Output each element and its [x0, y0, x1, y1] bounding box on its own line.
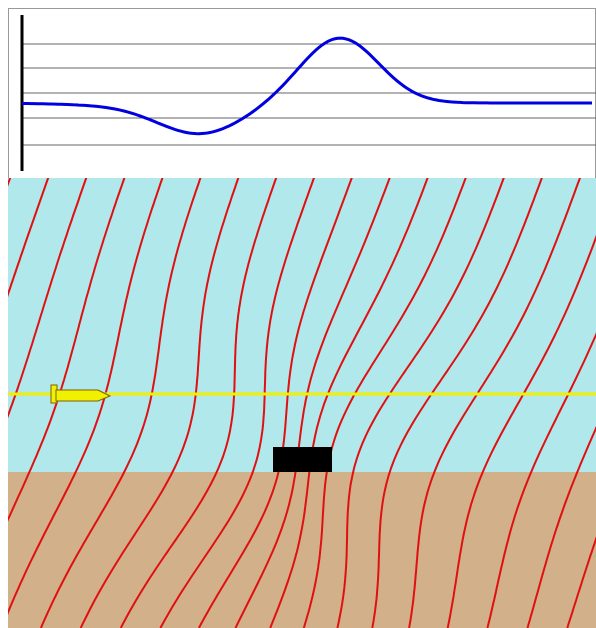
- field-line: [8, 178, 50, 298]
- field-line: [8, 178, 164, 615]
- field-line: [526, 425, 596, 628]
- signal-grid: [22, 43, 596, 146]
- field-line: [371, 178, 543, 628]
- field-line: [234, 178, 391, 628]
- field-line: [446, 234, 596, 628]
- field-line: [8, 178, 88, 419]
- field-line: [159, 178, 316, 628]
- field-line: [79, 178, 240, 628]
- field-line: [408, 178, 581, 628]
- field-line: [39, 178, 202, 628]
- seabed: [8, 472, 596, 628]
- field-line: [119, 178, 278, 628]
- field-line: [302, 178, 467, 628]
- field-line: [269, 178, 429, 628]
- field-line: [336, 178, 505, 628]
- field-line: [486, 332, 596, 628]
- field-line: [198, 178, 353, 628]
- field-lines: [8, 178, 596, 628]
- signal-curve: [22, 36, 592, 136]
- field-line: [566, 536, 596, 628]
- torpedo: [50, 384, 112, 404]
- target-object: [273, 447, 332, 472]
